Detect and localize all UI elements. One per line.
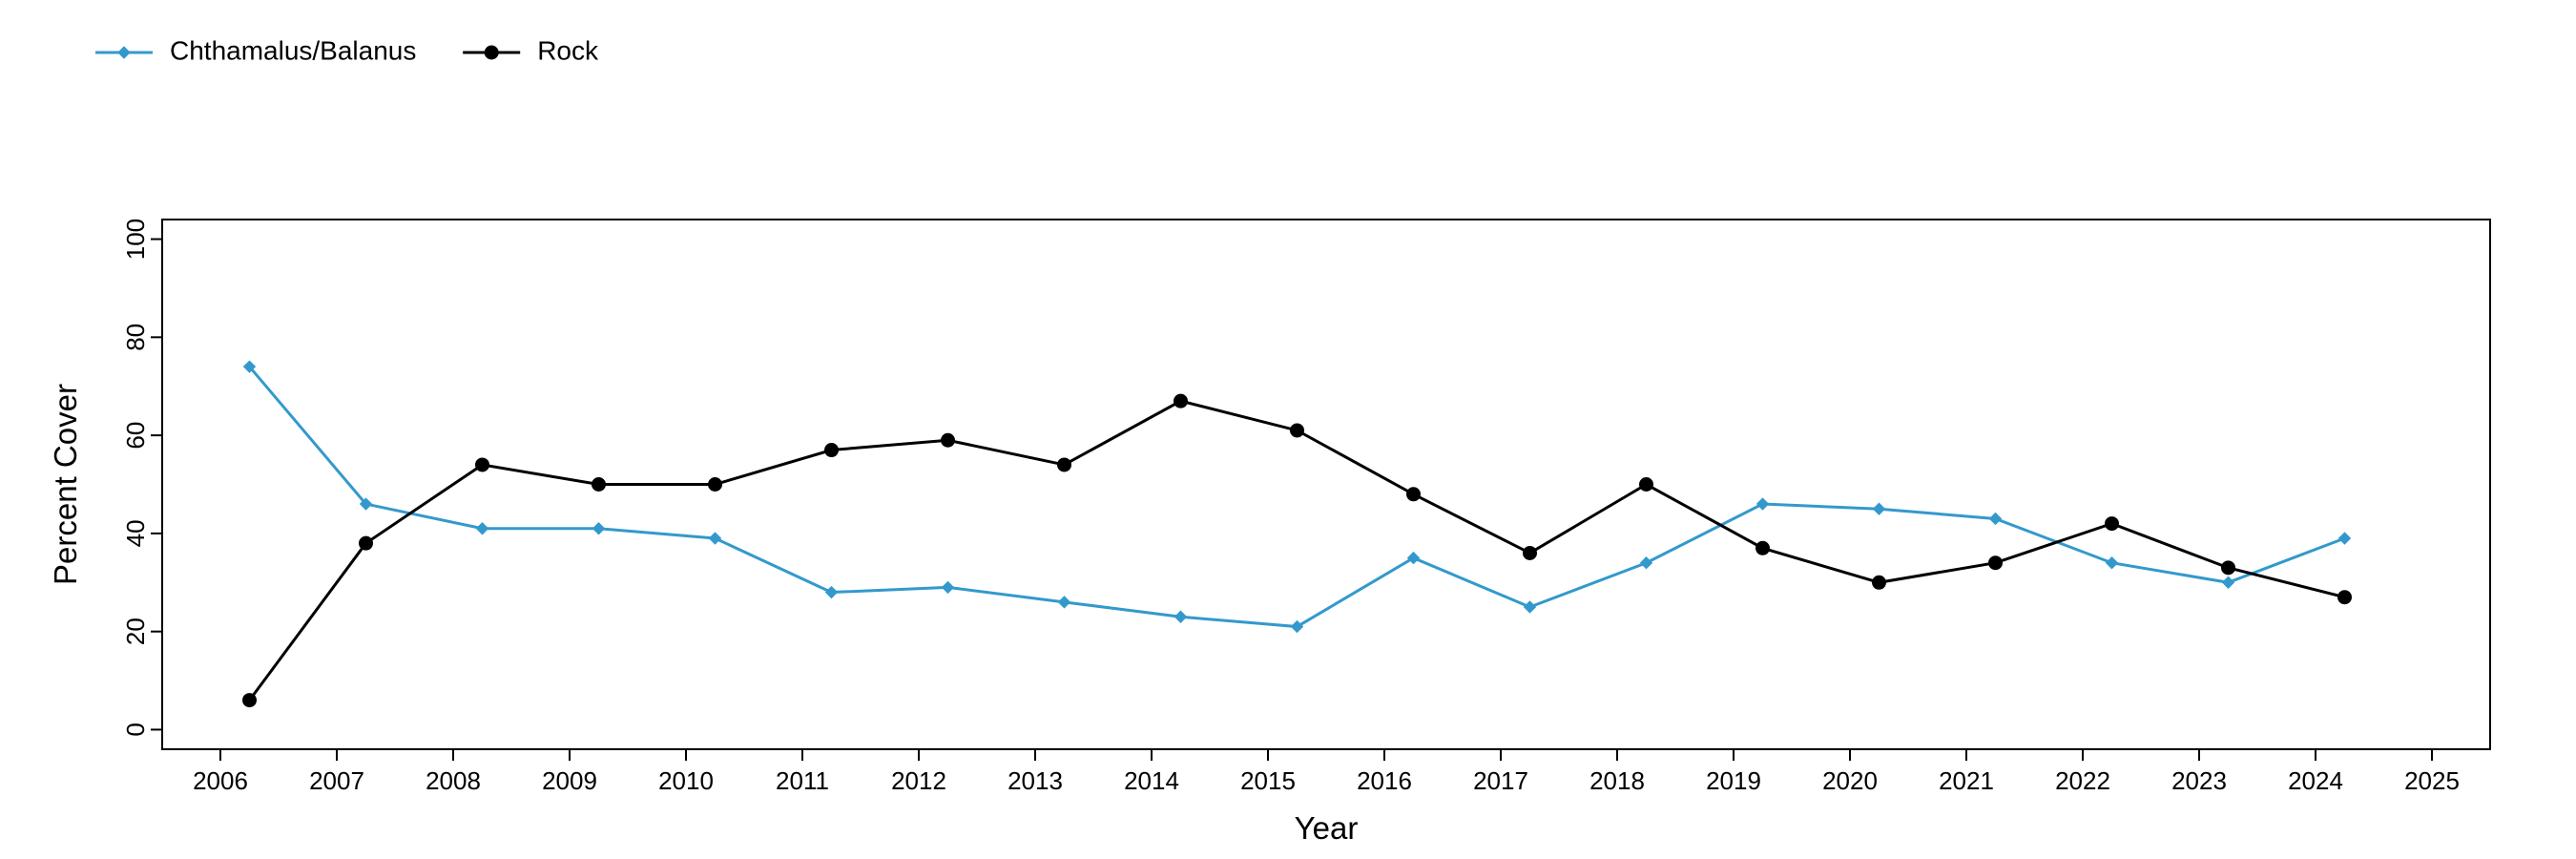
- data-marker: [476, 458, 489, 471]
- y-tick-label: 20: [121, 618, 150, 645]
- x-tick-label: 2025: [2404, 766, 2460, 795]
- data-marker: [1524, 546, 1537, 559]
- x-tick-label: 2008: [426, 766, 481, 795]
- data-marker: [2106, 517, 2119, 531]
- y-tick-label: 100: [121, 219, 150, 260]
- data-marker: [1756, 541, 1770, 555]
- data-marker: [243, 694, 257, 707]
- x-tick-label: 2023: [2171, 766, 2227, 795]
- x-tick-label: 2006: [193, 766, 248, 795]
- data-marker: [360, 536, 373, 550]
- x-tick-label: 2009: [542, 766, 597, 795]
- data-marker: [485, 46, 498, 59]
- legend-label: Rock: [537, 35, 599, 65]
- x-tick-label: 2007: [309, 766, 364, 795]
- legend-label: Chthamalus/Balanus: [170, 35, 416, 65]
- y-tick-label: 60: [121, 422, 150, 450]
- x-tick-label: 2014: [1124, 766, 1179, 795]
- data-marker: [1873, 576, 1886, 589]
- data-marker: [2338, 591, 2352, 604]
- x-tick-label: 2015: [1240, 766, 1296, 795]
- data-marker: [825, 444, 839, 457]
- chart-container: 0 20 40 60 80 100 2006 2007 2008 2009 2010 2011 2012…: [0, 0, 2576, 859]
- x-axis-label: Year: [1295, 810, 1359, 846]
- y-tick-label: 80: [121, 324, 150, 351]
- x-tick-label: 2010: [658, 766, 714, 795]
- data-marker: [709, 478, 722, 492]
- data-marker: [1291, 424, 1304, 437]
- data-marker: [1407, 488, 1421, 501]
- data-marker: [2222, 561, 2235, 575]
- x-tick-label: 2019: [1706, 766, 1761, 795]
- data-marker: [592, 478, 606, 492]
- y-axis-label: Percent Cover: [48, 384, 83, 585]
- x-tick-label: 2018: [1589, 766, 1645, 795]
- data-marker: [1058, 458, 1071, 471]
- x-tick-label: 2024: [2288, 766, 2343, 795]
- x-tick-label: 2020: [1822, 766, 1878, 795]
- line-chart: 0 20 40 60 80 100 2006 2007 2008 2009 2010 2011 2012…: [0, 0, 2576, 859]
- x-tick-label: 2011: [776, 766, 829, 795]
- data-marker: [1989, 556, 2003, 570]
- x-tick-label: 2012: [891, 766, 946, 795]
- x-tick-label: 2017: [1473, 766, 1528, 795]
- y-tick-label: 0: [121, 723, 150, 736]
- x-tick-label: 2022: [2055, 766, 2110, 795]
- x-tick-label: 2013: [1008, 766, 1063, 795]
- y-tick-label: 40: [121, 519, 150, 547]
- x-tick-label: 2021: [1939, 766, 1994, 795]
- data-marker: [1640, 478, 1653, 492]
- data-marker: [1174, 394, 1188, 408]
- data-marker: [942, 433, 955, 447]
- x-tick-label: 2016: [1357, 766, 1412, 795]
